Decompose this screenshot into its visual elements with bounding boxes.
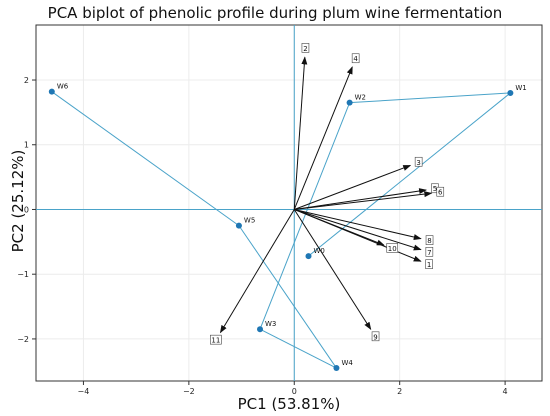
chart-title: PCA biplot of phenolic profile during pl… xyxy=(47,4,503,22)
loading-label: 5 xyxy=(433,185,437,193)
loading-label: 7 xyxy=(427,249,431,257)
loading-label: 4 xyxy=(353,55,358,63)
loading-label: 9 xyxy=(373,333,377,341)
sample-path-segment xyxy=(259,328,337,369)
x-tick-label: −2 xyxy=(183,387,195,396)
sample-label: W2 xyxy=(355,94,366,102)
sample-point xyxy=(235,222,242,229)
loading-label: 2 xyxy=(303,45,307,53)
loading-arrow xyxy=(294,191,433,210)
loading-label: 8 xyxy=(427,237,431,245)
sample-label: W5 xyxy=(244,217,255,225)
loading-label: 11 xyxy=(211,337,220,345)
y-tick-label: −2 xyxy=(17,335,29,344)
sample-point xyxy=(48,88,55,95)
sample-label: W4 xyxy=(341,359,353,367)
sample-path-segment xyxy=(349,92,511,104)
x-tick-label: 4 xyxy=(503,387,508,396)
y-tick-label: 1 xyxy=(24,141,29,150)
y-tick-label: 0 xyxy=(24,205,29,214)
sample-label: W0 xyxy=(314,247,325,255)
loading-label-box xyxy=(301,43,310,53)
sample-path-segment xyxy=(308,92,511,257)
loading-label-box xyxy=(425,235,434,245)
loading-label: 1 xyxy=(427,261,431,269)
loading-label-box xyxy=(386,243,399,253)
y-axis-label: PC2 (25.12%) xyxy=(9,149,27,253)
loading-label: 3 xyxy=(416,159,420,167)
loading-label: 6 xyxy=(438,189,443,197)
x-axis-label: PC1 (53.81%) xyxy=(237,395,341,413)
x-tick-label: 2 xyxy=(397,387,402,396)
loading-arrow xyxy=(294,208,422,240)
sample-point xyxy=(305,253,312,260)
x-tick-label: 0 xyxy=(292,387,297,396)
sample-path-segment xyxy=(259,102,351,330)
sample-point xyxy=(257,326,264,333)
loading-arrow xyxy=(294,208,422,251)
plot-frame xyxy=(35,24,543,382)
sample-label: W6 xyxy=(57,83,69,91)
loading-arrow xyxy=(293,56,308,210)
loading-arrow xyxy=(294,164,412,210)
loading-arrow xyxy=(219,209,295,334)
y-tick-label: −1 xyxy=(17,270,29,279)
loading-label-box xyxy=(414,156,423,167)
sample-path-segment xyxy=(51,91,240,227)
sample-point xyxy=(346,99,353,106)
sample-label: W3 xyxy=(265,320,276,328)
loading-label-box xyxy=(210,334,222,345)
sample-path-segment xyxy=(238,225,337,369)
sample-label: W1 xyxy=(515,84,526,92)
x-tick-label: −4 xyxy=(78,387,90,396)
y-tick-label: 2 xyxy=(24,76,29,85)
loading-arrow xyxy=(293,66,353,210)
loading-label-box xyxy=(351,53,360,64)
loading-label-box xyxy=(436,186,445,197)
loading-arrow xyxy=(294,209,385,246)
loading-arrow xyxy=(293,209,372,331)
loading-arrow xyxy=(294,188,428,210)
loading-label: 10 xyxy=(388,245,397,253)
sample-point xyxy=(507,89,514,96)
sample-point xyxy=(333,365,340,372)
loading-label-box xyxy=(371,331,380,342)
loading-label-box xyxy=(425,259,433,269)
loading-label-box xyxy=(425,247,434,257)
